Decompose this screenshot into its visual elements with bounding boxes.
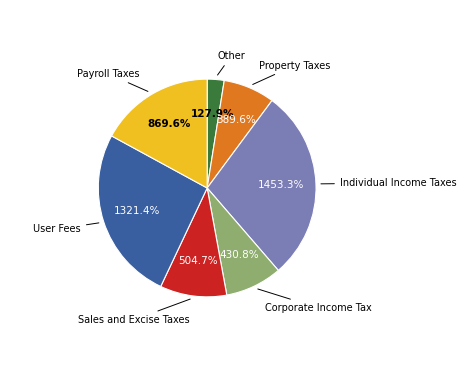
Wedge shape: [207, 79, 224, 188]
Wedge shape: [207, 80, 272, 188]
Text: Payroll Taxes: Payroll Taxes: [77, 69, 148, 91]
Text: Sales and Excise Taxes: Sales and Excise Taxes: [78, 299, 190, 325]
Wedge shape: [98, 136, 207, 287]
Text: User Fees: User Fees: [33, 223, 99, 234]
Wedge shape: [161, 188, 227, 297]
Text: 869.6%: 869.6%: [148, 119, 191, 129]
Text: 389.6%: 389.6%: [216, 115, 256, 125]
Text: 1453.3%: 1453.3%: [258, 180, 304, 190]
Text: 1321.4%: 1321.4%: [114, 206, 160, 216]
Text: 127.9%: 127.9%: [191, 109, 235, 119]
Text: Property Taxes: Property Taxes: [253, 61, 330, 85]
Wedge shape: [207, 188, 278, 295]
Text: Other: Other: [218, 51, 246, 75]
Text: 504.7%: 504.7%: [178, 256, 218, 267]
Text: Individual Income Taxes: Individual Income Taxes: [321, 178, 456, 188]
Text: Corporate Income Tax: Corporate Income Tax: [258, 289, 371, 313]
Text: 430.8%: 430.8%: [219, 250, 259, 260]
Wedge shape: [207, 100, 316, 270]
Wedge shape: [111, 79, 207, 188]
